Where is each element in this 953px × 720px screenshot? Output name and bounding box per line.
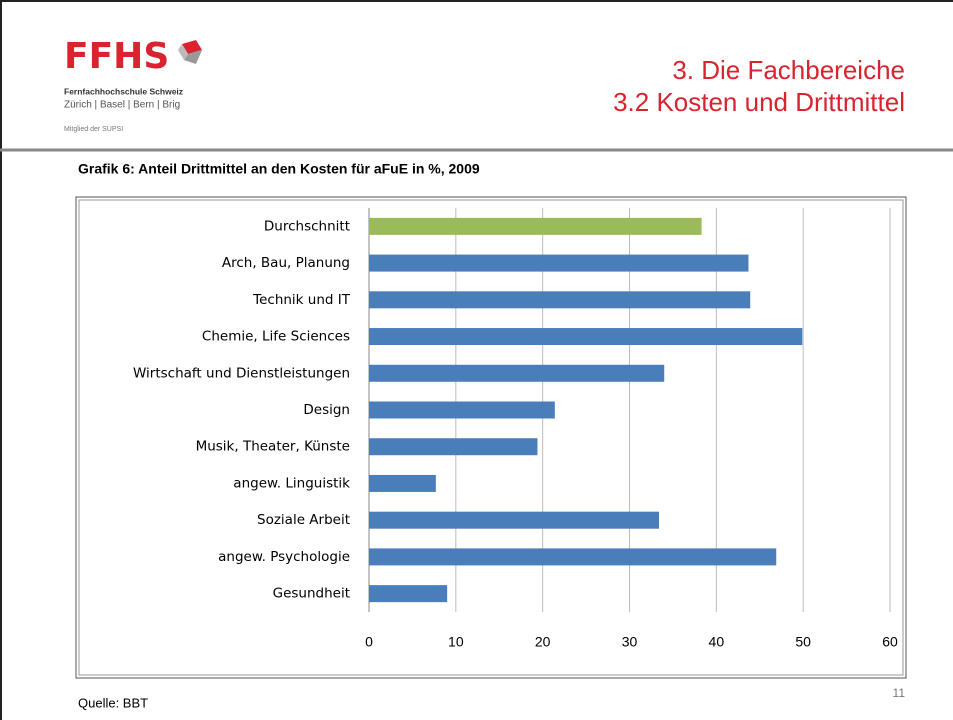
y-tick-label: Wirtschaft und Dienstleistungen: [133, 365, 350, 381]
x-tick-label: 40: [709, 634, 725, 650]
bar: [369, 438, 538, 456]
y-tick-label: Technik und IT: [252, 292, 351, 308]
chart-frame: [75, 196, 907, 679]
y-tick-label: angew. Linguistik: [233, 475, 350, 491]
y-tick-label: Durchschnitt: [264, 218, 350, 234]
x-tick-label: 0: [365, 634, 373, 650]
y-tick-label: angew. Psychologie: [218, 549, 350, 565]
bar: [369, 585, 448, 603]
logo-member: Mitglied der SUPSI: [64, 126, 123, 133]
logo-locations: Zürich | Basel | Bern | Brig: [64, 100, 180, 111]
bar: [369, 364, 665, 382]
x-tick-label: 60: [882, 634, 898, 650]
x-tick-label: 50: [795, 634, 811, 650]
logo-icon: [178, 40, 202, 64]
chart-title: Grafik 6: Anteil Drittmittel an den Kost…: [78, 161, 480, 177]
bar: [369, 474, 436, 492]
y-tick-label: Gesundheit: [273, 586, 350, 602]
bar: [369, 511, 660, 529]
x-tick-label: 10: [448, 634, 464, 650]
x-tick-label: 20: [535, 634, 551, 650]
x-tick-label: 30: [622, 634, 638, 650]
logo-name: FFHS: [64, 36, 169, 77]
bar: [369, 291, 751, 309]
bar: [369, 217, 702, 235]
page-number: 11: [893, 686, 906, 700]
y-tick-label: Design: [303, 402, 350, 418]
source: Quelle: BBT: [78, 695, 148, 710]
bar: [369, 548, 777, 566]
logo-school: Fernfachhochschule Schweiz: [64, 86, 183, 96]
bar: [369, 254, 749, 272]
chart-frame-inner: [78, 199, 904, 676]
y-tick-label: Musik, Theater, Künste: [196, 439, 350, 455]
y-tick-label: Arch, Bau, Planung: [222, 255, 350, 271]
bar: [369, 328, 803, 346]
y-tick-label: Soziale Arbeit: [257, 512, 350, 528]
y-tick-label: Chemie, Life Sciences: [202, 329, 350, 345]
header-title: 3. Die Fachbereiche: [672, 55, 905, 85]
header-subtitle: 3.2 Kosten und Drittmittel: [613, 87, 905, 117]
bar: [369, 401, 555, 419]
